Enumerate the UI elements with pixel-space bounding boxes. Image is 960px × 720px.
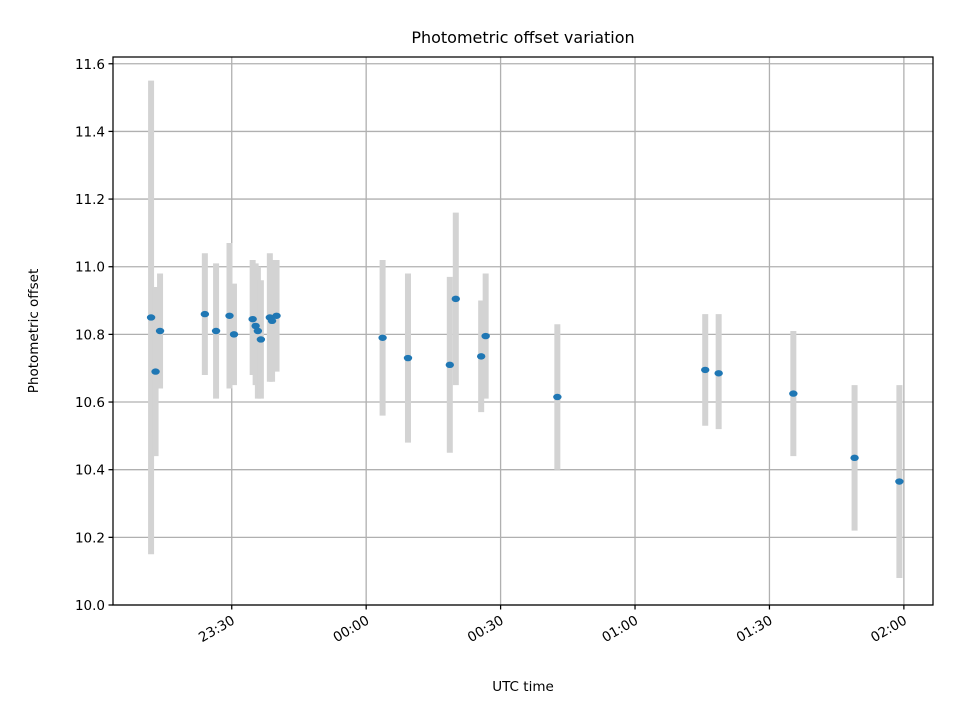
data-point (155, 327, 165, 335)
y-axis-label: Photometric offset (26, 269, 42, 393)
y-tick-label: 11.4 (75, 124, 105, 140)
plot-frame (112, 56, 934, 606)
data-points (146, 295, 904, 485)
data-point (895, 478, 904, 485)
data-point (714, 370, 723, 377)
data-point (378, 334, 387, 341)
data-point (200, 310, 210, 318)
data-point (403, 354, 413, 362)
data-point (476, 353, 486, 360)
data-point (789, 390, 798, 397)
y-tick-label: 10.0 (75, 598, 105, 614)
y-tick-label: 10.4 (75, 463, 105, 479)
data-point (151, 368, 160, 375)
data-point (553, 393, 562, 401)
data-point (211, 327, 221, 335)
y-tick-label: 11.6 (75, 57, 105, 73)
data-point (272, 312, 281, 319)
y-tick-label: 10.2 (75, 530, 105, 546)
y-tick-label: 11.0 (75, 260, 105, 276)
chart-title: Photometric offset variation (411, 28, 634, 47)
data-point (229, 331, 239, 338)
data-point (850, 454, 859, 462)
data-point (267, 317, 277, 325)
data-point (445, 361, 455, 369)
y-tick-label: 10.6 (75, 395, 105, 411)
data-point (251, 322, 260, 330)
x-axis-label: UTC time (492, 679, 554, 695)
data-point (146, 314, 156, 321)
y-tick-label: 11.2 (75, 192, 105, 208)
data-point (253, 327, 263, 335)
data-point (248, 315, 257, 323)
data-point (701, 366, 710, 374)
y-tick-label: 10.8 (75, 327, 105, 343)
data-point (225, 312, 234, 319)
data-point (451, 295, 460, 303)
data-point (256, 336, 266, 343)
data-point (481, 332, 490, 340)
